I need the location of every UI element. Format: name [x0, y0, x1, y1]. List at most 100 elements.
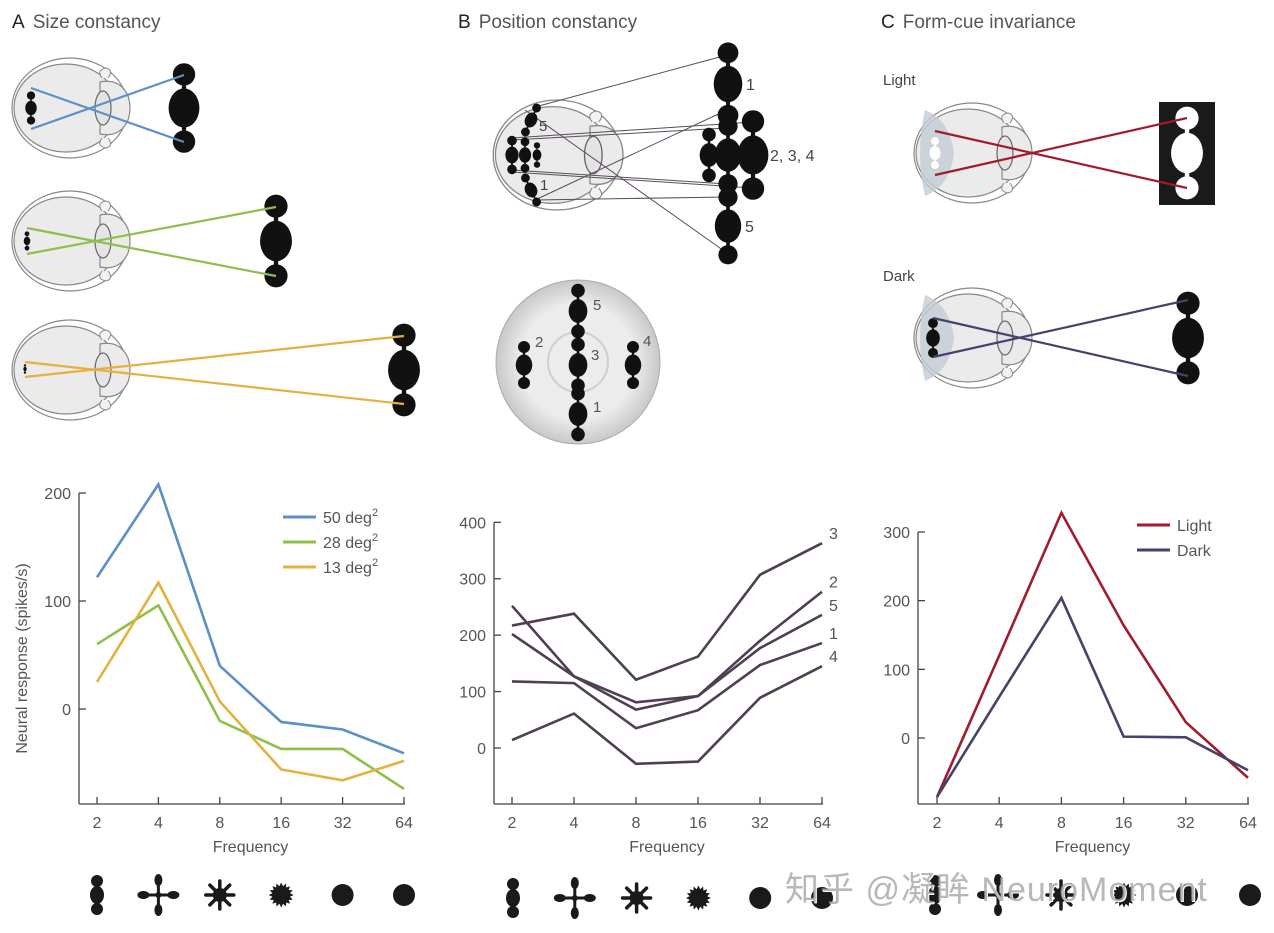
legend-label: 13 deg2 — [323, 557, 378, 577]
x-tick-label: 64 — [1239, 815, 1257, 832]
x-tick-label: 32 — [334, 815, 352, 832]
series-end-label: 1 — [829, 626, 838, 643]
y-tick-label: 100 — [459, 685, 486, 702]
x-tick-label: 2 — [933, 815, 942, 832]
series-line-13-deg — [95, 580, 405, 782]
panel-letter: A — [12, 12, 25, 33]
circle-stimulus — [749, 887, 772, 909]
size-constancy-diagram-medium — [11, 190, 292, 292]
circle-stimulus — [811, 887, 833, 909]
series-line-5 — [511, 613, 823, 704]
circle-stimulus — [1239, 884, 1261, 906]
x-axis-label: Frequency — [213, 839, 289, 856]
field-label-1: 1 — [593, 399, 601, 416]
x-tick-label: 8 — [1057, 815, 1066, 832]
eight-spoke-stimulus — [204, 879, 236, 911]
x-tick-label: 2 — [508, 815, 517, 832]
three-lobe-stimulus — [90, 875, 104, 915]
field-label-2: 2 — [535, 334, 543, 351]
four-lobe-stimulus — [553, 877, 596, 919]
legend-label: 50 deg2 — [323, 507, 378, 527]
stimulus-row-c — [928, 874, 1261, 916]
form-cue-dark-diagram — [913, 287, 1204, 389]
dark-label: Dark — [883, 268, 915, 285]
circle-stimulus — [393, 884, 415, 906]
x-tick-label: 8 — [215, 815, 224, 832]
y-axis-label: Neural response (spikes/s) — [14, 563, 31, 753]
series-end-label: 4 — [829, 649, 838, 666]
y-tick-label: 200 — [459, 628, 486, 645]
x-axis-label: Frequency — [1055, 839, 1131, 856]
x-tick-label: 32 — [1177, 815, 1195, 832]
y-tick-label: 100 — [44, 594, 71, 611]
sixteen-spike-stimulus — [268, 882, 294, 908]
x-tick-label: 4 — [995, 815, 1004, 832]
legend-label: Dark — [1177, 543, 1212, 560]
retina-label-1: 1 — [540, 177, 548, 194]
field-label-5: 5 — [593, 297, 601, 314]
size-constancy-diagram-small — [11, 319, 420, 421]
chart-size-constancy: 0 100 200 2 4 8 16 32 64 Frequency Neural response… — [14, 481, 413, 856]
circle-stimulus — [331, 884, 354, 906]
stimulus-row-b — [506, 877, 833, 919]
y-tick-label: 100 — [883, 662, 910, 679]
y-tick-label: 300 — [883, 525, 910, 542]
x-tick-label: 16 — [1115, 815, 1133, 832]
series-line-dark — [935, 595, 1249, 798]
x-tick-label: 4 — [570, 815, 579, 832]
panel-title-text: Form-cue invariance — [902, 12, 1076, 33]
x-tick-label: 2 — [93, 815, 102, 832]
eight-spoke-stimulus — [620, 882, 653, 914]
y-tick-label: 0 — [62, 702, 71, 719]
field-label-4: 4 — [643, 333, 651, 350]
light-label: Light — [883, 72, 916, 89]
series-end-label: 3 — [829, 526, 838, 543]
x-axis-label: Frequency — [629, 839, 705, 856]
object-label-2-3-4: 2, 3, 4 — [770, 148, 815, 165]
x-tick-label: 16 — [689, 815, 707, 832]
three-lobe-stimulus — [928, 875, 942, 915]
object-label-1: 1 — [746, 77, 755, 94]
legend-label: 28 deg2 — [323, 532, 378, 552]
series-line-4 — [511, 665, 823, 766]
four-lobe-stimulus — [977, 874, 1019, 916]
panel-b-title: B Position constancy — [458, 12, 637, 34]
x-tick-label: 16 — [272, 815, 290, 832]
series-line-3 — [511, 542, 823, 682]
panel-a-title: A Size constancy — [12, 12, 160, 34]
stimulus-row-a — [90, 874, 415, 916]
position-constancy-diagram: 5 1 1 2, 3, 4 5 — [492, 42, 815, 265]
x-tick-label: 32 — [751, 815, 769, 832]
field-label-3: 3 — [591, 347, 599, 364]
series-end-label: 5 — [829, 598, 838, 615]
y-tick-label: 0 — [901, 731, 910, 748]
series-line-50-deg — [95, 481, 405, 755]
visual-field-diagram: 5 2 3 4 1 — [495, 279, 661, 445]
legend-label: Light — [1177, 518, 1212, 535]
y-tick-label: 200 — [883, 594, 910, 611]
y-tick-label: 300 — [459, 572, 486, 589]
series-line-28-deg — [96, 603, 405, 791]
four-lobe-stimulus — [137, 874, 180, 916]
series-end-label: 2 — [829, 575, 838, 592]
series-line-1 — [511, 641, 823, 730]
y-tick-label: 400 — [459, 515, 486, 532]
x-tick-label: 64 — [395, 815, 413, 832]
panel-title-text: Size constancy — [32, 12, 161, 33]
panel-title-text: Position constancy — [478, 12, 638, 33]
three-lobe-stimulus — [506, 878, 520, 918]
series-line-light — [935, 509, 1249, 798]
panel-letter: B — [458, 12, 471, 33]
sixteen-spike-stimulus — [685, 885, 711, 911]
series-line-2 — [511, 590, 823, 712]
x-tick-label: 8 — [632, 815, 641, 832]
object-label-5: 5 — [745, 219, 754, 236]
retina-label-5: 5 — [539, 118, 547, 135]
eight-spoke-stimulus — [1045, 879, 1077, 911]
y-tick-label: 0 — [477, 741, 486, 758]
form-cue-light-diagram — [913, 102, 1215, 205]
x-tick-label: 64 — [813, 815, 831, 832]
size-constancy-diagram-large — [11, 57, 200, 159]
